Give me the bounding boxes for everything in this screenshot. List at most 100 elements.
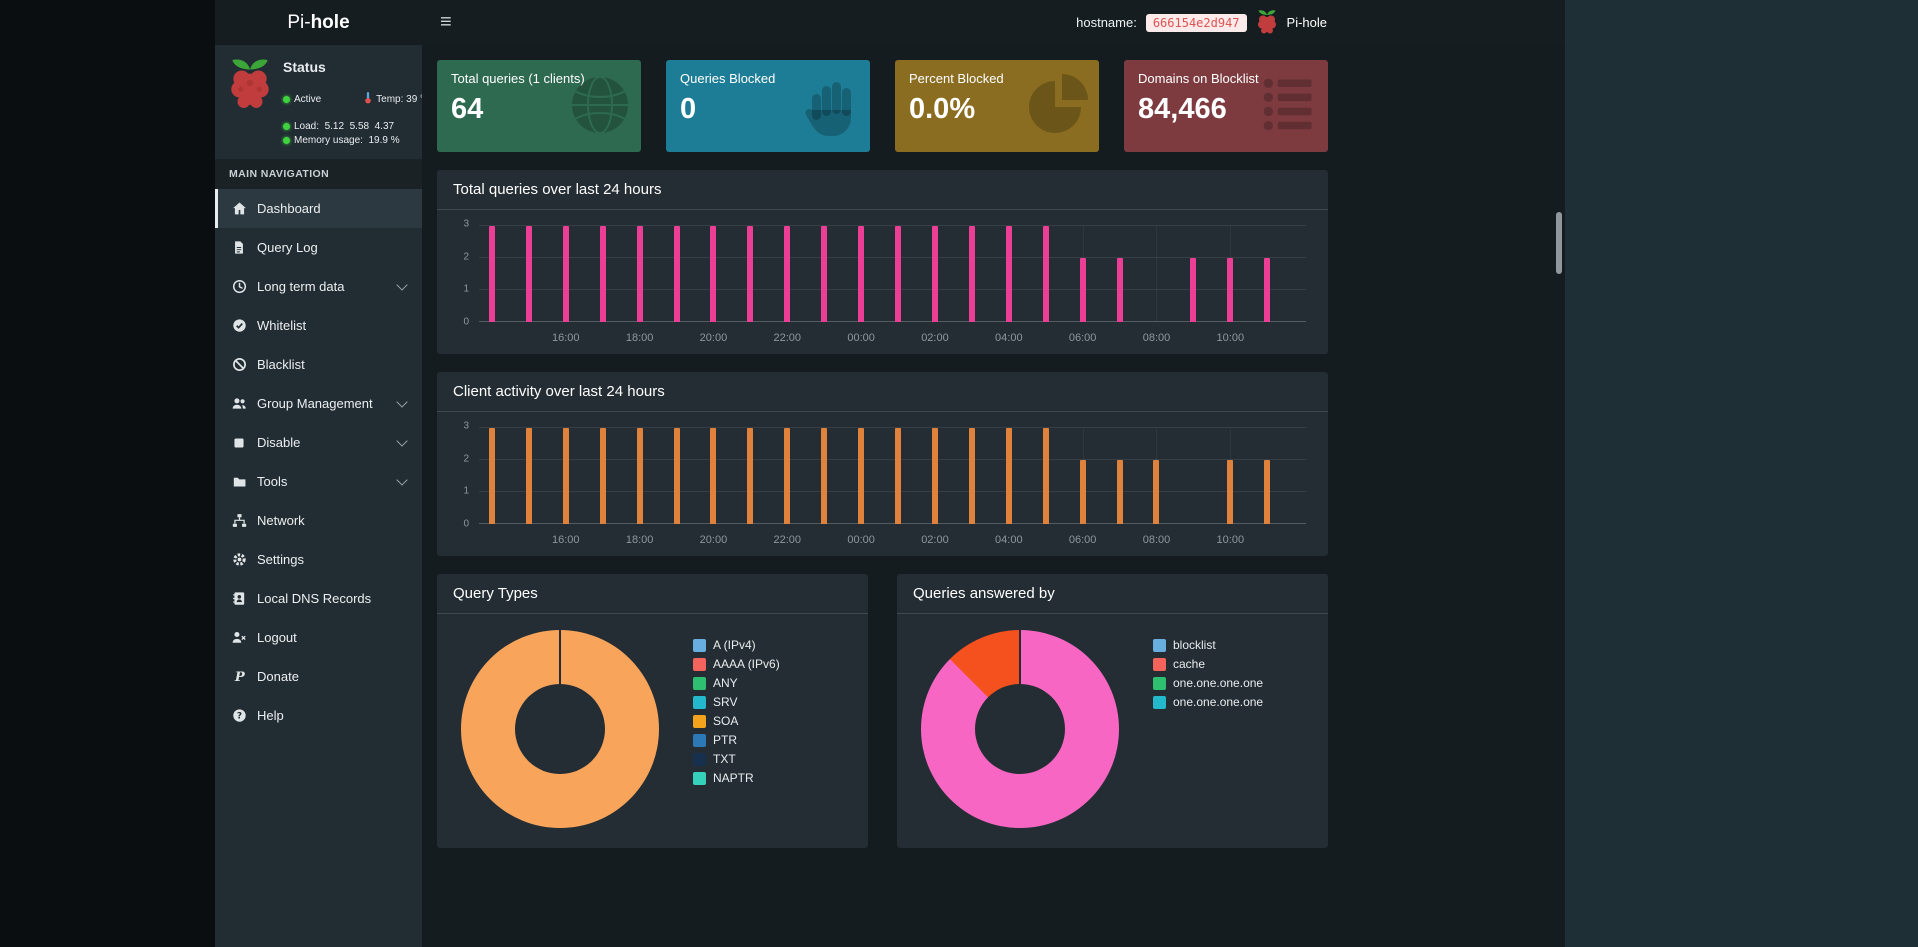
status-dot xyxy=(283,123,290,130)
sidebar-section-header: MAIN NAVIGATION xyxy=(215,159,422,189)
panel-query-types: Query Types A (IPv4) AAAA (IPv6) ANY SRV SOA… xyxy=(437,574,868,848)
x-axis: 16:00 18:00 20:00 22:00 00:00 02:00 04:00 06:00… xyxy=(479,328,1306,344)
sidebar-item-query-log[interactable]: Query Log xyxy=(215,228,422,267)
legend-item[interactable]: AAAA (IPv6) xyxy=(693,657,780,671)
x-tick-label: 18:00 xyxy=(625,332,654,344)
status-memory: Memory usage: 19.9 % xyxy=(294,135,400,146)
sidebar-item-logout[interactable]: Logout xyxy=(215,618,422,657)
home-icon xyxy=(231,201,247,217)
legend-item[interactable]: SOA xyxy=(693,714,780,728)
bar xyxy=(599,226,606,322)
legend-item[interactable]: A (IPv4) xyxy=(693,638,780,652)
sidebar-item-label: Settings xyxy=(257,552,304,567)
sidebar-item-disable[interactable]: Disable xyxy=(215,423,422,462)
hamburger-icon[interactable]: ≡ xyxy=(440,11,452,33)
sidebar-item-donate[interactable]: P Donate xyxy=(215,657,422,696)
legend-label: SOA xyxy=(713,714,739,728)
gridline xyxy=(479,491,1306,492)
bar xyxy=(784,226,791,322)
legend-item[interactable]: cache xyxy=(1153,657,1263,671)
y-axis: 0 1 2 3 xyxy=(453,421,475,530)
logout-icon xyxy=(231,630,247,646)
queries-answered-legend: blocklist cache one.one.one.one one.one.one… xyxy=(1153,638,1263,828)
queries-answered-donut[interactable] xyxy=(921,630,1119,828)
bar xyxy=(562,226,569,322)
y-tick-label: 2 xyxy=(463,453,469,465)
sidebar-item-label: Network xyxy=(257,513,305,528)
x-tick-label: 04:00 xyxy=(995,534,1023,546)
sidebar-item-group-management[interactable]: Group Management xyxy=(215,384,422,423)
legend-swatch xyxy=(693,638,706,652)
y-axis: 0 1 2 3 xyxy=(453,219,475,328)
svg-text:P: P xyxy=(233,670,245,684)
status-title: Status xyxy=(283,59,326,75)
legend-item[interactable]: one.one.one.one xyxy=(1153,676,1263,690)
bar xyxy=(1227,258,1234,322)
sidebar-item-blacklist[interactable]: Blacklist xyxy=(215,345,422,384)
sidebar-item-tools[interactable]: Tools xyxy=(215,462,422,501)
sidebar-item-dashboard[interactable]: Dashboard xyxy=(215,189,422,228)
paypal-icon: P xyxy=(231,669,247,685)
legend-swatch xyxy=(1153,657,1166,671)
query-types-donut[interactable] xyxy=(461,630,659,828)
svg-text:?: ? xyxy=(236,712,241,722)
bar xyxy=(1116,258,1123,322)
legend-item[interactable]: PTR xyxy=(693,733,780,747)
bar xyxy=(488,428,495,524)
bar xyxy=(1153,460,1160,524)
raspberry-logo xyxy=(227,57,273,114)
sidebar-item-local-dns-records[interactable]: Local DNS Records xyxy=(215,579,422,618)
hand-icon xyxy=(796,72,862,143)
card-title: Percent Blocked xyxy=(909,71,1004,86)
bar xyxy=(784,428,791,524)
card-value: 64 xyxy=(451,93,484,125)
hostname-badge: 666154e2d947 xyxy=(1145,13,1247,32)
sidebar-item-long-term-data[interactable]: Long term data xyxy=(215,267,422,306)
legend-item[interactable]: one.one.one.one xyxy=(1153,695,1263,709)
scrollbar-thumb[interactable] xyxy=(1556,212,1562,274)
globe-icon xyxy=(567,72,633,143)
sidebar-item-network[interactable]: Network xyxy=(215,501,422,540)
sidebar-item-settings[interactable]: Settings xyxy=(215,540,422,579)
gridline xyxy=(479,257,1306,258)
legend-swatch xyxy=(693,771,706,785)
gridline-vertical xyxy=(1156,226,1158,322)
desktop-margin-left xyxy=(0,0,215,947)
legend-swatch xyxy=(1153,676,1166,690)
sidebar-item-whitelist[interactable]: Whitelist xyxy=(215,306,422,345)
legend-swatch xyxy=(1153,695,1166,709)
bar xyxy=(747,226,754,322)
desktop-margin-right xyxy=(1565,0,1918,947)
main-content: Total queries (1 clients) 64 Queries Blo… xyxy=(422,45,1565,947)
legend-label: AAAA (IPv6) xyxy=(713,657,780,671)
gridline xyxy=(479,225,1306,226)
sidebar-item-label: Whitelist xyxy=(257,318,307,333)
clock-icon xyxy=(231,279,247,295)
gridline xyxy=(479,289,1306,290)
status-dot xyxy=(283,95,290,103)
status-row-memory: Memory usage: 19.9 % xyxy=(283,135,431,146)
panel-title: Query Types xyxy=(453,585,538,602)
bar xyxy=(931,226,938,322)
users-icon xyxy=(231,396,247,412)
bar xyxy=(858,428,865,524)
legend-item[interactable]: TXT xyxy=(693,752,780,766)
query-types-legend: A (IPv4) AAAA (IPv6) ANY SRV SOA PTR TXT NAPTR xyxy=(693,638,780,828)
legend-item[interactable]: blocklist xyxy=(1153,638,1263,652)
bar xyxy=(895,428,902,524)
sidebar-item-help[interactable]: ? Help xyxy=(215,696,422,735)
brand-logo[interactable]: Pi-hole xyxy=(215,0,422,45)
bottom-panels-row: Query Types A (IPv4) AAAA (IPv6) ANY SRV SOA… xyxy=(437,574,1328,848)
sidebar-item-label: Tools xyxy=(257,474,288,489)
bar xyxy=(710,428,717,524)
legend-item[interactable]: ANY xyxy=(693,676,780,690)
legend-label: SRV xyxy=(713,695,738,709)
sidebar-menu: Dashboard Query Log Long term data White… xyxy=(215,189,422,735)
bar xyxy=(747,428,754,524)
legend-label: one.one.one.one xyxy=(1173,695,1264,709)
legend-item[interactable]: NAPTR xyxy=(693,771,780,785)
sidebar-item-label: Help xyxy=(257,708,284,723)
panel-body: 0 1 2 3 16:00 18:00 20:00 22:00 00:00 02:00 04:00… xyxy=(437,210,1328,354)
legend-swatch xyxy=(693,714,706,728)
legend-item[interactable]: SRV xyxy=(693,695,780,709)
